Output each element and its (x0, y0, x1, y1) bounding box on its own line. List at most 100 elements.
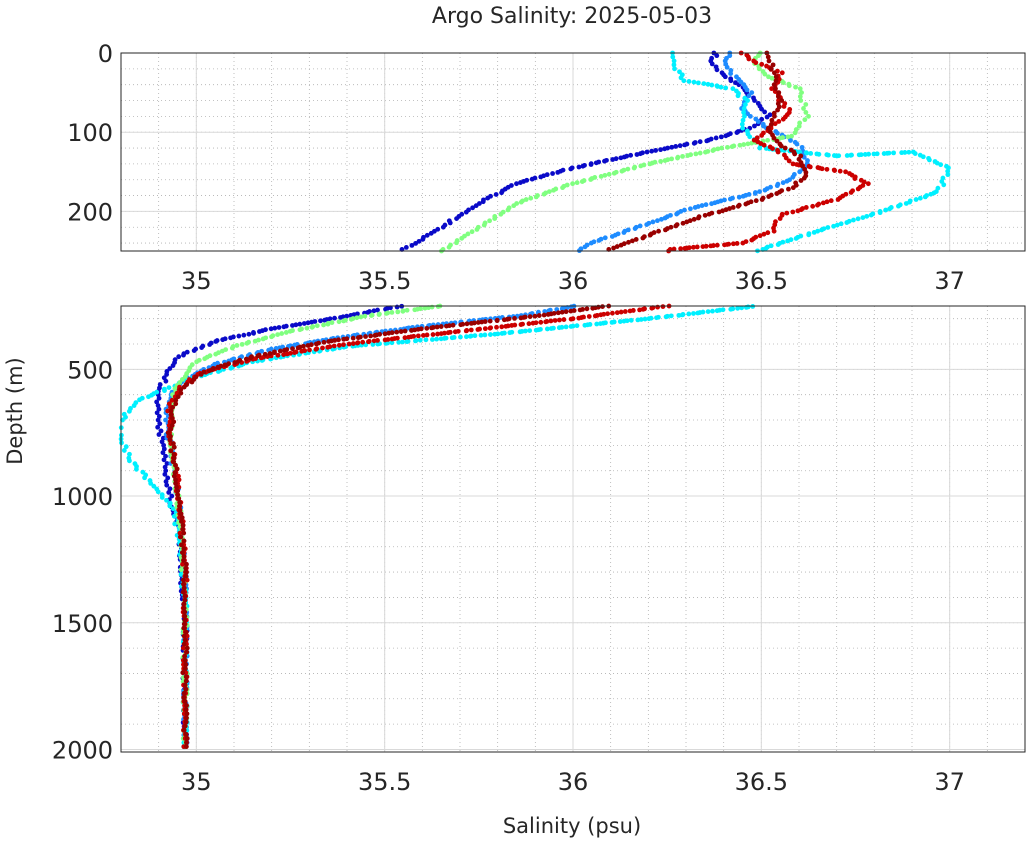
data-point (174, 466, 180, 472)
data-point (917, 195, 923, 201)
data-point (723, 133, 729, 139)
data-point (182, 613, 188, 619)
data-point (693, 151, 699, 157)
data-point (383, 306, 388, 312)
data-point (806, 232, 812, 238)
salinity-series-0 (399, 50, 773, 252)
data-point (557, 317, 562, 323)
data-point (638, 163, 644, 169)
data-point (438, 331, 444, 336)
data-point (945, 172, 951, 178)
data-point (628, 152, 634, 158)
data-point (171, 455, 177, 461)
data-point (906, 149, 912, 155)
data-point (600, 304, 605, 310)
data-point (127, 451, 132, 457)
data-point (811, 230, 817, 235)
data-point (765, 137, 770, 143)
data-point (559, 306, 565, 312)
x-tick-label: 36.5 (735, 768, 788, 796)
data-point (747, 113, 753, 119)
data-point (206, 368, 212, 374)
data-point (171, 473, 177, 479)
data-point (756, 66, 762, 72)
data-point (563, 309, 569, 315)
data-point (928, 191, 934, 197)
data-point (494, 318, 500, 324)
data-point (162, 388, 167, 394)
x-tick-label: 36.5 (735, 267, 788, 295)
data-point (156, 432, 162, 437)
data-point (181, 633, 187, 639)
data-point (764, 114, 770, 120)
data-point (810, 203, 816, 209)
data-point (527, 328, 533, 333)
data-point (705, 81, 711, 87)
data-point (831, 223, 837, 229)
data-point (360, 339, 366, 345)
data-point (773, 74, 779, 80)
data-point (181, 625, 187, 631)
data-point (797, 94, 803, 99)
data-point (268, 326, 274, 332)
data-point (163, 417, 168, 423)
data-point (181, 605, 187, 611)
data-point (706, 211, 712, 217)
data-point (634, 152, 640, 157)
data-point (170, 506, 176, 512)
data-point (435, 331, 440, 337)
data-point (528, 195, 534, 201)
data-point (541, 312, 547, 318)
data-point (801, 106, 806, 111)
data-point (176, 473, 181, 479)
data-point (183, 719, 189, 725)
data-point (170, 363, 176, 368)
data-point (305, 320, 311, 326)
data-point (757, 145, 763, 151)
data-point (404, 307, 410, 313)
data-point (473, 203, 479, 209)
data-point (752, 191, 758, 196)
data-point (166, 385, 172, 390)
data-point (761, 142, 767, 148)
data-point (735, 305, 740, 311)
data-point (417, 337, 423, 343)
data-point (786, 186, 791, 192)
data-point (389, 336, 395, 342)
data-point (202, 356, 208, 362)
data-point (180, 589, 186, 595)
data-point (181, 690, 187, 696)
data-point (582, 244, 588, 250)
data-point (146, 394, 151, 400)
data-point (735, 93, 741, 99)
data-point (137, 397, 142, 403)
data-point (181, 554, 187, 559)
data-point (162, 471, 168, 477)
data-point (371, 308, 377, 314)
data-point (166, 490, 172, 495)
data-point (776, 119, 782, 124)
data-point (492, 216, 498, 222)
data-point (646, 316, 652, 322)
data-point (177, 499, 183, 505)
data-point (631, 165, 637, 171)
data-point (279, 331, 285, 336)
data-point (718, 134, 724, 140)
data-point (449, 335, 455, 341)
data-point (773, 86, 778, 92)
data-point (570, 181, 575, 187)
data-point (728, 71, 734, 76)
data-point (757, 189, 762, 195)
data-point (260, 336, 266, 342)
data-point (171, 419, 177, 425)
data-point (891, 150, 896, 156)
data-point (154, 399, 160, 405)
data-point (709, 61, 715, 67)
upper-tick-labels: 35 35.5 36 36.5 37 0 100 200 (67, 40, 965, 295)
data-point (434, 324, 440, 330)
data-point (469, 229, 475, 235)
data-point (740, 117, 746, 123)
data-point (454, 216, 459, 222)
data-point (669, 144, 675, 150)
data-point (548, 326, 554, 331)
